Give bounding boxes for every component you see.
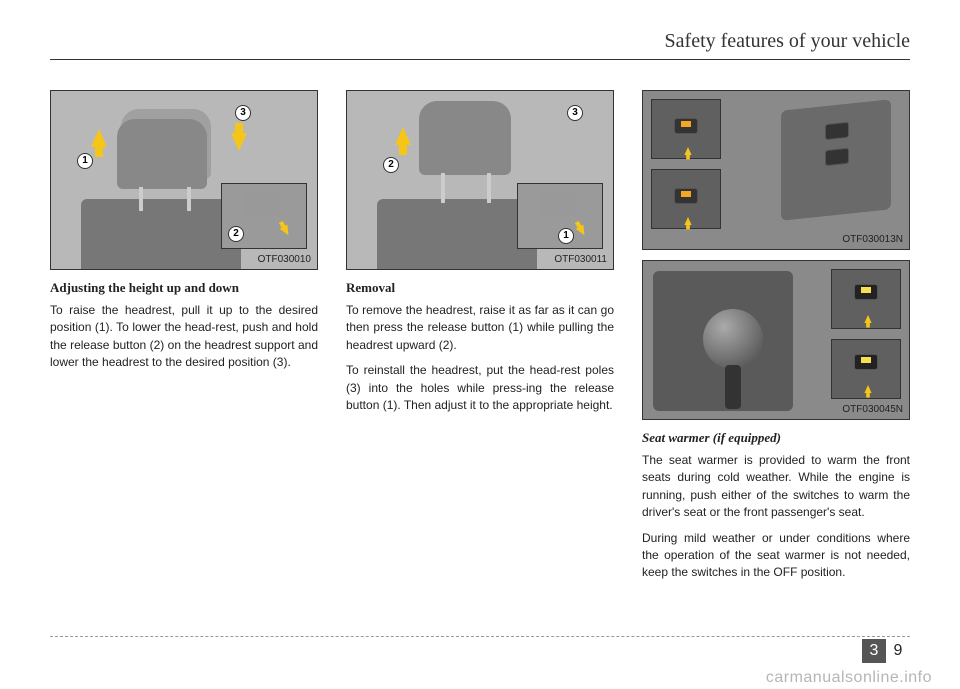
figure-code: OTF030010 [258,254,311,265]
para-removal-1: To remove the headrest, raise it as far … [346,302,614,354]
figure-seat-warmer-bottom: OTF030045N [642,260,910,420]
arrow-up-icon [91,129,107,147]
page-number-value: 9 [886,639,910,663]
column-1: 2 1 3 OTF030010 Adjusting the height up … [50,90,318,590]
figure-code: OTF030011 [554,254,607,265]
callout-1: 1 [558,228,574,244]
chapter-header: Safety features of your vehicle [50,30,910,60]
figure-headrest-removal: 1 2 3 OTF030011 [346,90,614,270]
footer-divider [50,636,910,637]
para-seat-warmer-2: During mild weather or under conditions … [642,530,910,582]
content-columns: 2 1 3 OTF030010 Adjusting the height up … [50,90,910,590]
para-seat-warmer-1: The seat warmer is provided to warm the … [642,452,910,522]
manual-page: Safety features of your vehicle 2 1 3 OT… [0,0,960,689]
callout-2: 2 [228,226,244,242]
callout-1: 1 [77,153,93,169]
arrow-down-icon [231,133,247,151]
subhead-seat-warmer: Seat warmer (if equipped) [642,430,910,446]
page-number: 3 9 [862,639,910,663]
subhead-removal: Removal [346,280,614,296]
figure-seat-warmer-top: OTF030013N [642,90,910,250]
figure-code: OTF030045N [842,404,903,415]
callout-2: 2 [383,157,399,173]
section-number: 3 [862,639,886,663]
callout-3: 3 [567,105,583,121]
figure-headrest-adjust: 2 1 3 OTF030010 [50,90,318,270]
watermark: carmanualsonline.info [766,669,932,687]
column-3: OTF030013N OTF030045N Seat warmer (if eq… [642,90,910,590]
column-2: 1 2 3 OTF030011 Removal To remove the he… [346,90,614,590]
para-adjusting: To raise the headrest, pull it up to the… [50,302,318,372]
arrow-up-icon [395,127,411,145]
subhead-adjusting: Adjusting the height up and down [50,280,318,296]
para-removal-2: To reinstall the headrest, put the head-… [346,362,614,414]
figure-code: OTF030013N [842,234,903,245]
callout-3: 3 [235,105,251,121]
